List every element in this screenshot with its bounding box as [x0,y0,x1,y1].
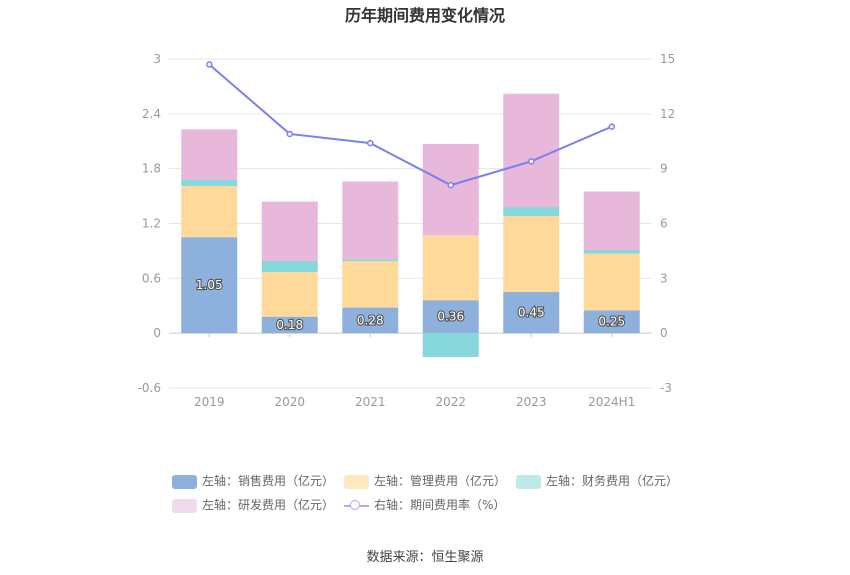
legend-item-admin[interactable]: 左轴：管理费用（亿元） [344,472,506,490]
bar-series1 [583,253,640,311]
y-right-tick-label: 9 [660,162,668,176]
bar-value-label: 0.18 [276,318,303,332]
bars [181,93,640,357]
rate-point [367,139,374,147]
y-left-tick-label: 3 [153,52,161,66]
y-left-tick-label: 1.2 [142,217,161,231]
rate-point [528,158,535,165]
bar-series0 [422,300,479,334]
legend-item-rate[interactable]: 右轴：期间费用率（%） [344,496,505,514]
bar-series2 [583,250,640,254]
rate-line [206,61,615,189]
y-right-tick-label: 0 [660,326,668,340]
bar-series3 [503,93,560,208]
bar-series2 [422,333,479,357]
y-left-tick-label: 2.4 [142,107,161,121]
y-left-tick-label: 1.8 [142,162,161,176]
legend-label-finance: 左轴：财务费用（亿元） [546,474,679,488]
y-left-tick-label: 0.6 [142,271,161,285]
legend-item-rd[interactable]: 左轴：研发费用（亿元） [172,496,334,514]
bar-value-label: 1.05 [196,278,223,292]
y-left-tick-label: 0 [153,326,161,340]
bar-series1 [261,271,318,317]
axes: -0.6 0 0.6 1.2 1.8 2.4 3 -3 0 3 6 9 12 15 2019 2020 2021… [138,52,676,409]
bar-series3 [181,129,238,180]
bar-series2 [342,259,399,261]
rate-line-path [208,63,613,187]
bar-series3 [422,143,479,236]
legend-label-rate: 右轴：期间费用率（%） [374,498,506,512]
bar-value-label: 0.36 [437,310,464,324]
legend-swatch-rd [172,498,197,513]
x-tick-label: 2020 [274,395,305,409]
chart-title: 历年期间费用变化情况 [344,6,505,25]
legend-label-admin: 左轴：管理费用（亿元） [374,474,507,488]
x-tick-label: 2023 [516,395,547,409]
data-labels: 1.05 0.18 0.28 0.36 0.45 0.25 [195,277,626,333]
x-tick-label: 2019 [194,395,225,409]
bar-value-label: 0.25 [598,315,625,329]
bar-series0 [261,316,318,334]
legend-label-rd: 左轴：研发费用（亿元） [202,498,335,512]
bar-value-label: 0.28 [357,313,384,327]
y-right-tick-label: 6 [660,217,668,231]
legend-swatch-admin [344,474,369,489]
rate-point [447,181,454,189]
bar-series3 [342,181,399,260]
data-source: 数据来源：恒生聚源 [366,550,484,565]
x-tick-label: 2022 [435,395,466,409]
bar-series0 [503,292,560,334]
bar-series0 [342,307,399,334]
rate-point [286,130,293,138]
bar-series0 [181,237,238,334]
bar-series2 [261,260,318,272]
y-right-tick-label: 15 [660,52,675,66]
legend-item-finance[interactable]: 左轴：财务费用（亿元） [516,472,678,490]
bar-series1 [342,260,399,308]
y-left-tick-label: -0.6 [138,381,161,395]
legend-item-sales[interactable]: 左轴：销售费用（亿元） [172,472,334,490]
y-right-tick-label: 12 [660,107,675,121]
bar-series3 [261,201,318,261]
legend-label-sales: 左轴：销售费用（亿元） [202,474,335,488]
grid [169,58,652,389]
legend-swatch-finance [516,474,541,489]
rate-point [206,61,213,68]
y-right-tick-label: -3 [660,381,672,395]
bar-value-label: 0.45 [518,306,545,320]
bar-series3 [583,191,640,251]
bar-series2 [503,207,560,217]
bar-series1 [503,216,560,293]
rate-point [608,123,615,130]
bar-series2 [181,179,238,187]
bar-series0 [583,310,640,334]
y-right-tick-label: 3 [660,271,668,285]
bar-series1 [181,186,238,238]
legend-swatch-sales [172,474,197,489]
bar-series1 [422,235,479,301]
legend-line-icon [344,499,369,513]
x-tick-label: 2024H1 [588,395,635,409]
x-tick-label: 2021 [355,395,386,409]
